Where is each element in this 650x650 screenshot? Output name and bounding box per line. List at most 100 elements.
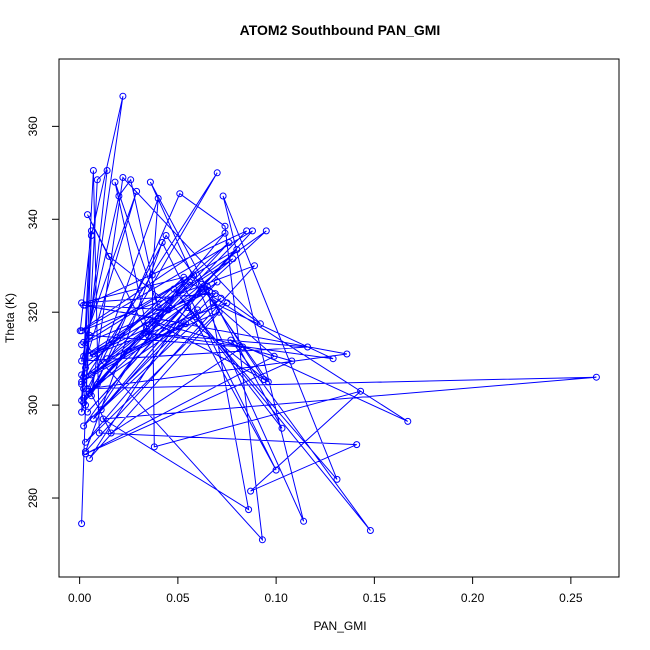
data-point <box>119 174 127 181</box>
data-point <box>329 355 337 363</box>
data-point <box>217 294 225 302</box>
data-point <box>84 408 91 416</box>
data-point <box>182 276 190 284</box>
data-point <box>148 318 156 325</box>
data-point <box>78 299 86 307</box>
data-point <box>107 429 115 437</box>
data-point <box>251 262 258 270</box>
series-line <box>79 96 597 542</box>
data-point <box>353 441 361 449</box>
data-point <box>170 285 178 293</box>
data-point <box>103 355 111 363</box>
data-point <box>404 417 412 425</box>
data-point <box>133 187 141 195</box>
data-point <box>229 255 237 263</box>
data-point <box>141 329 148 337</box>
data-point <box>82 438 89 446</box>
y-tick-label: 300 <box>26 395 40 415</box>
data-point <box>262 227 270 235</box>
x-tick-label: 0.05 <box>166 591 190 605</box>
data-point <box>192 313 200 321</box>
data-point <box>239 343 247 351</box>
data-point <box>227 336 235 344</box>
x-tick-label: 0.10 <box>264 591 288 605</box>
data-point <box>221 229 229 237</box>
data-point <box>82 448 89 456</box>
data-point <box>87 392 95 400</box>
y-tick-label: 340 <box>26 209 40 229</box>
data-point <box>243 227 251 235</box>
data-point <box>272 466 280 474</box>
data-point <box>89 415 97 423</box>
data-point <box>260 376 268 384</box>
data-point <box>78 371 86 379</box>
data-point <box>592 373 600 381</box>
data-point <box>105 252 113 260</box>
data-point <box>82 450 89 458</box>
data-point <box>148 271 156 279</box>
data-point <box>80 373 88 381</box>
data-point <box>221 222 229 230</box>
y-axis-label: Theta (K) <box>3 293 17 343</box>
data-point <box>194 306 201 314</box>
data-point <box>154 194 162 202</box>
data-point <box>215 308 223 316</box>
data-point <box>211 290 219 298</box>
data-point <box>82 401 89 409</box>
data-point <box>366 527 374 534</box>
data-point <box>78 327 86 335</box>
y-axis: 280 300 320 340 360 <box>26 116 60 508</box>
data-point <box>78 380 86 388</box>
data-point <box>80 338 88 346</box>
data-point <box>80 385 88 393</box>
series-pan-gmi <box>76 92 600 544</box>
data-point <box>86 390 93 397</box>
data-point <box>80 352 88 360</box>
data-point <box>264 378 272 386</box>
data-point <box>111 178 119 186</box>
y-tick-label: 360 <box>26 116 40 136</box>
data-point <box>146 178 154 186</box>
data-point <box>142 325 150 332</box>
data-point <box>186 278 194 286</box>
data-point <box>184 304 192 311</box>
data-point <box>209 299 217 307</box>
data-point <box>333 475 341 483</box>
data-point <box>144 331 152 339</box>
data-point <box>78 357 86 365</box>
data-point <box>270 352 278 360</box>
y-tick-label: 320 <box>26 302 40 322</box>
data-point <box>300 517 308 525</box>
data-point <box>288 357 296 365</box>
data-point <box>162 232 170 239</box>
x-tick-label: 0.00 <box>68 591 92 605</box>
data-point <box>190 271 198 279</box>
data-point <box>258 536 266 544</box>
data-point <box>78 341 86 349</box>
data-point <box>154 304 162 311</box>
data-point <box>127 176 135 184</box>
x-tick-label: 0.25 <box>559 591 583 605</box>
data-point <box>223 299 231 307</box>
data-point <box>213 169 221 177</box>
data-point <box>205 287 213 295</box>
data-point <box>80 399 88 407</box>
data-point <box>245 506 253 514</box>
data-point <box>357 387 365 395</box>
x-axis-label: PAN_GMI <box>313 619 366 633</box>
data-point <box>87 232 95 239</box>
data-point <box>176 190 184 198</box>
data-point <box>86 331 93 339</box>
data-point <box>93 176 101 184</box>
data-point <box>198 280 205 288</box>
data-point <box>80 422 88 430</box>
data-point <box>99 415 107 423</box>
data-point <box>164 306 172 314</box>
x-tick-label: 0.20 <box>461 591 485 605</box>
data-point <box>82 364 89 372</box>
data-point <box>119 92 127 100</box>
y-tick-label: 280 <box>26 488 40 508</box>
data-point <box>80 301 88 309</box>
data-point <box>213 278 221 286</box>
